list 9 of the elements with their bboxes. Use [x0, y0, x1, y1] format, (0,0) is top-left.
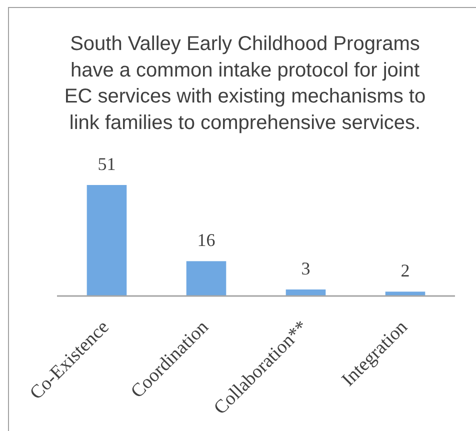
data-label: 2	[400, 260, 410, 281]
bar	[186, 261, 226, 296]
data-label: 16	[197, 230, 216, 250]
bar	[286, 289, 326, 296]
bar	[385, 292, 426, 296]
data-label: 3	[301, 258, 310, 278]
data-label: 51	[98, 154, 116, 174]
chart-title: South Valley Early Childhood Programs have a common intake protocol for joint EC services with existing mechanisms to link families to comprehensive services.	[64, 33, 426, 134]
bar	[86, 185, 127, 296]
